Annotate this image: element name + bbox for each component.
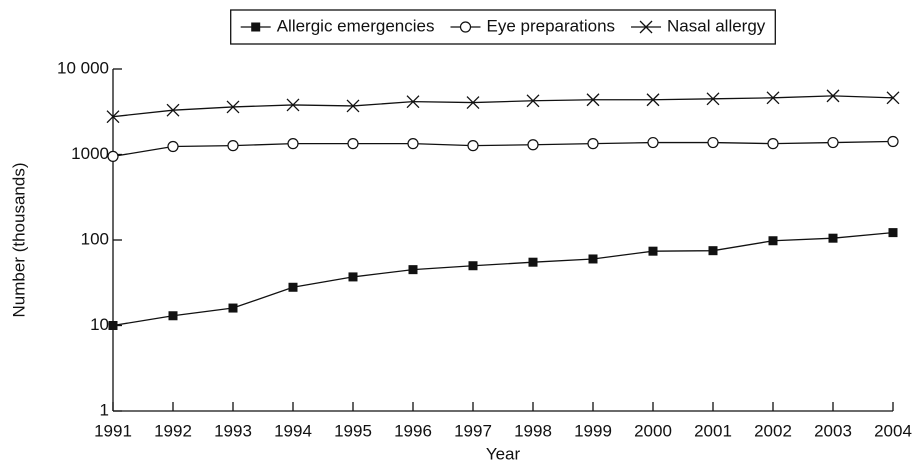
marker <box>767 138 779 150</box>
marker <box>251 22 261 32</box>
x-tick-label: 2004 <box>874 421 912 440</box>
marker <box>346 99 360 113</box>
x-tick-label: 2002 <box>754 421 792 440</box>
y-axis-label: Number (thousands) <box>9 163 28 318</box>
marker <box>587 138 599 150</box>
x-tick-label: 1992 <box>154 421 192 440</box>
marker <box>287 138 299 150</box>
marker <box>586 93 600 107</box>
marker <box>706 92 720 106</box>
series-line <box>112 95 894 118</box>
marker <box>886 91 900 105</box>
marker <box>528 257 538 267</box>
marker <box>708 246 718 256</box>
marker <box>646 93 660 107</box>
x-tick-label: 1993 <box>214 421 252 440</box>
x-tick-label: 1995 <box>334 421 372 440</box>
marker <box>407 138 419 150</box>
x-tick-label: 1998 <box>514 421 552 440</box>
marker <box>227 140 239 152</box>
marker <box>707 136 719 149</box>
marker <box>826 89 840 103</box>
marker <box>768 236 778 246</box>
marker <box>647 136 659 149</box>
x-tick-label: 2000 <box>634 421 672 440</box>
legend-label: Eye preparations <box>487 16 616 35</box>
marker <box>408 265 418 275</box>
marker <box>459 21 472 33</box>
series-line <box>112 140 894 158</box>
marker <box>406 95 420 109</box>
legend-label: Allergic emergencies <box>277 16 435 35</box>
legend-box <box>230 9 776 45</box>
y-tick-label: 10 <box>90 315 109 334</box>
marker <box>286 98 300 112</box>
x-tick-label: 1996 <box>394 421 432 440</box>
marker <box>888 228 898 238</box>
marker <box>167 140 179 153</box>
marker <box>347 138 359 150</box>
marker <box>228 303 238 313</box>
y-tick-label: 1 <box>100 400 109 419</box>
series-line <box>112 231 894 327</box>
marker <box>468 261 478 271</box>
marker <box>107 150 119 163</box>
x-tick-label: 2001 <box>694 421 732 440</box>
x-tick-label: 1997 <box>454 421 492 440</box>
marker <box>467 140 479 152</box>
marker <box>648 246 658 256</box>
marker <box>887 135 899 148</box>
marker <box>827 136 839 149</box>
marker <box>348 272 358 282</box>
y-tick-label: 10 000 <box>57 58 109 77</box>
marker <box>766 91 780 105</box>
x-tick-label: 1994 <box>274 421 312 440</box>
x-tick-label: 1991 <box>94 421 132 440</box>
marker <box>588 254 598 264</box>
marker <box>106 110 120 124</box>
y-tick-label: 100 <box>81 229 109 248</box>
marker <box>527 139 539 151</box>
y-tick-label: 1000 <box>71 144 109 163</box>
marker <box>828 233 838 243</box>
marker <box>226 100 240 114</box>
legend-label: Nasal allergy <box>667 16 766 35</box>
x-axis-label: Year <box>486 444 521 463</box>
x-tick-label: 2003 <box>814 421 852 440</box>
marker <box>466 96 480 110</box>
marker <box>288 282 298 292</box>
marker <box>166 103 180 117</box>
marker <box>639 20 653 34</box>
legend: Allergic emergencies Eye preparations Nasa… <box>230 9 776 45</box>
x-tick-label: 1999 <box>574 421 612 440</box>
marker <box>168 311 178 321</box>
marker <box>108 321 118 330</box>
marker <box>526 94 540 108</box>
